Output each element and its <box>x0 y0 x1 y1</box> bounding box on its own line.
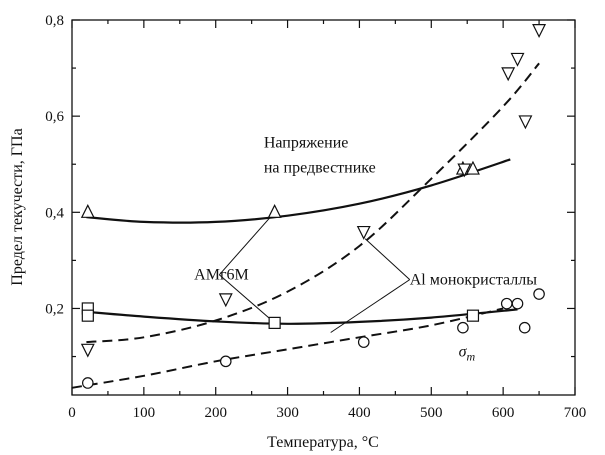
triangle-down-marker <box>457 163 472 178</box>
square-marker <box>268 316 281 329</box>
triangle-up-fit-curve <box>86 158 511 224</box>
x-tick-label: 400 <box>348 405 371 421</box>
triangle-down-marker <box>356 225 371 240</box>
amg6m-label-leader <box>218 274 275 324</box>
circle-marker <box>357 336 370 348</box>
triangle-down-marker <box>510 52 525 67</box>
triangle-down-marker <box>518 115 533 130</box>
sigma-label-symbol: σ <box>459 344 468 361</box>
x-tick-label: 100 <box>133 405 156 421</box>
circle-marker <box>500 297 513 310</box>
triangle-down-fit-curve <box>86 62 540 344</box>
y-tick-label: 0,2 <box>45 301 64 317</box>
circle-marker <box>457 321 469 334</box>
x-tick-label: 500 <box>420 405 443 421</box>
circle-marker <box>533 288 545 300</box>
x-tick-label: 0 <box>68 405 76 421</box>
al-monocrystals-label: Al монокристаллы <box>410 271 538 288</box>
triangle-up-marker <box>80 203 95 218</box>
plot-frame <box>71 19 576 396</box>
circle-fit-curve <box>71 307 504 389</box>
amg6m-label-leader <box>218 211 276 276</box>
al-monocrystals-label-leader <box>364 238 411 280</box>
data-markers <box>80 24 547 389</box>
fit-curves <box>71 62 540 389</box>
upper-curve-label-line: на предвестнике <box>264 159 376 176</box>
triangle-down-marker <box>532 24 547 38</box>
circle-marker <box>219 355 232 368</box>
triangle-down-marker <box>80 343 95 358</box>
triangle-up-marker <box>267 203 282 218</box>
x-tick-label: 600 <box>492 405 515 421</box>
x-tick-label: 300 <box>276 405 299 421</box>
amg6m-label: АМг6М <box>194 267 249 284</box>
circle-marker <box>518 321 531 334</box>
al-monocrystals-label-leader <box>330 279 411 333</box>
sigma-label-subscript: т <box>466 350 475 364</box>
y-tick-label: 0,8 <box>45 13 64 29</box>
triangle-down-marker <box>501 67 516 82</box>
annotation-leaders <box>218 211 411 333</box>
annotations: Напряжение на предвестнике АМг6М Al монокри… <box>194 134 537 363</box>
x-tick-label: 200 <box>204 405 227 421</box>
axis-ticks <box>71 19 576 395</box>
y-tick-label: 0,4 <box>45 205 64 221</box>
triangle-down-marker <box>218 293 233 308</box>
circle-marker <box>511 297 524 310</box>
y-tick-label: 0,6 <box>45 109 64 125</box>
square-marker <box>466 309 480 322</box>
circle-marker <box>82 377 94 389</box>
sigma-label: σт <box>459 344 476 364</box>
square-marker <box>81 309 94 322</box>
x-tick-labels: 0 100 200 300 400 500 600 700 <box>68 405 586 421</box>
x-tick-label: 700 <box>564 405 587 421</box>
upper-curve-label-line: Напряжение <box>264 134 349 151</box>
square-fit-curve <box>86 308 518 325</box>
x-axis-label: Температура, °C <box>267 434 379 451</box>
y-tick-labels: 0,2 0,4 0,6 0,8 <box>45 13 64 317</box>
triangle-up-marker <box>465 160 480 175</box>
y-axis-label: Предел текучести, ГПа <box>9 128 26 285</box>
